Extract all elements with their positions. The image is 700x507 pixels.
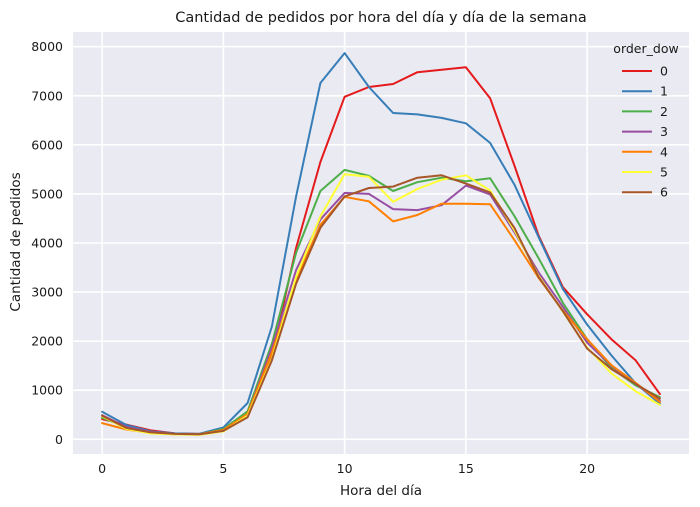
legend[interactable]: order_dow 0 1 2 3 4 5 6 — [613, 41, 678, 200]
y-tick-label: 4000 — [31, 236, 63, 251]
y-tick-label: 3000 — [31, 285, 63, 300]
chart-title: Cantidad de pedidos por hora del día y d… — [175, 10, 587, 26]
y-axis-ticks: 0 1000 2000 3000 4000 5000 6000 7000 8000 — [31, 39, 63, 447]
legend-title: order_dow — [613, 41, 678, 56]
x-tick-label: 15 — [458, 461, 474, 476]
legend-label-1: 1 — [660, 84, 668, 99]
series-lines — [101, 52, 661, 436]
x-tick-label: 5 — [219, 461, 227, 476]
legend-label-3: 3 — [660, 124, 668, 139]
x-axis-label: Hora del día — [340, 483, 422, 499]
x-tick-label: 0 — [98, 461, 106, 476]
y-tick-label: 0 — [55, 432, 63, 447]
x-tick-label: 10 — [337, 461, 353, 476]
legend-label-5: 5 — [660, 165, 668, 180]
y-tick-label: 6000 — [31, 137, 63, 152]
y-tick-label: 2000 — [31, 334, 63, 349]
grid-lines — [73, 32, 689, 454]
legend-label-6: 6 — [660, 185, 668, 200]
y-axis-label: Cantidad de pedidos — [8, 172, 24, 311]
x-tick-label: 20 — [579, 461, 595, 476]
x-axis-ticks: 0 5 10 15 20 — [98, 461, 595, 476]
y-tick-label: 5000 — [31, 186, 63, 201]
y-tick-label: 7000 — [31, 88, 63, 103]
legend-label-4: 4 — [660, 144, 668, 159]
y-tick-label: 1000 — [31, 383, 63, 398]
series-line-6 — [101, 174, 661, 436]
legend-label-0: 0 — [660, 64, 668, 79]
legend-label-2: 2 — [660, 104, 668, 119]
y-tick-label: 8000 — [31, 39, 63, 54]
